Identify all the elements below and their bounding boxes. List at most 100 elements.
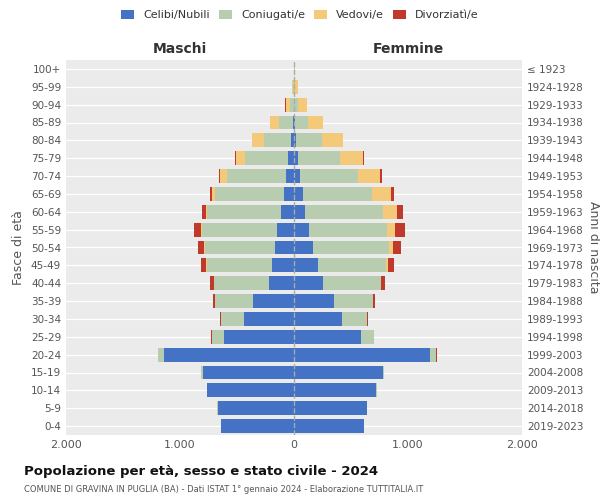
Bar [203,366,294,380]
Bar [289,151,294,165]
Bar [215,294,253,308]
Bar [244,312,294,326]
Bar [272,258,294,272]
Bar [342,312,367,326]
Y-axis label: Anni di nascita: Anni di nascita [587,201,600,294]
Bar [292,80,293,94]
Bar [224,330,294,344]
Bar [358,169,380,183]
Bar [430,348,436,362]
Bar [235,151,236,165]
Bar [202,366,203,380]
Bar [383,366,384,380]
Bar [313,240,389,254]
Bar [334,294,373,308]
Bar [294,134,296,147]
Bar [207,258,272,272]
Bar [291,134,294,147]
Bar [302,187,372,201]
Bar [294,294,334,308]
Bar [158,348,164,362]
Bar [363,151,364,165]
Bar [270,116,279,130]
Bar [294,401,367,415]
Bar [286,169,294,183]
Bar [295,98,298,112]
Bar [202,205,206,219]
Bar [214,276,269,290]
Bar [294,151,298,165]
Bar [212,330,224,344]
Bar [386,258,388,272]
Bar [253,294,294,308]
Bar [206,205,208,219]
Bar [245,151,289,165]
Bar [221,419,294,433]
Bar [388,258,394,272]
Bar [220,312,221,326]
Bar [373,294,375,308]
Bar [198,240,204,254]
Bar [208,205,281,219]
Bar [219,169,220,183]
Bar [294,366,383,380]
Bar [294,419,364,433]
Bar [227,169,286,183]
Bar [269,276,294,290]
Bar [194,222,201,236]
Bar [389,240,392,254]
Text: Popolazione per età, sesso e stato civile - 2024: Popolazione per età, sesso e stato civil… [24,465,378,478]
Bar [208,384,294,398]
Bar [293,116,294,130]
Bar [382,276,385,290]
Bar [392,240,401,254]
Bar [204,240,205,254]
Text: COMUNE DI GRAVINA IN PUGLIA (BA) - Dati ISTAT 1° gennaio 2024 - Elaborazione TUT: COMUNE DI GRAVINA IN PUGLIA (BA) - Dati … [24,485,423,494]
Bar [281,205,294,219]
Bar [380,169,382,183]
Bar [294,240,313,254]
Bar [397,205,403,219]
Bar [205,240,275,254]
Y-axis label: Fasce di età: Fasce di età [13,210,25,285]
Bar [391,187,394,201]
Bar [295,116,308,130]
Text: Maschi: Maschi [153,42,207,56]
Bar [296,134,322,147]
Bar [277,222,294,236]
Bar [214,294,215,308]
Bar [286,98,290,112]
Bar [201,222,202,236]
Bar [236,151,245,165]
Bar [211,276,214,290]
Bar [253,134,264,147]
Bar [395,222,404,236]
Bar [275,240,294,254]
Bar [294,276,323,290]
Bar [308,116,323,130]
Bar [294,258,318,272]
Bar [294,312,342,326]
Bar [264,134,291,147]
Bar [220,169,227,183]
Bar [300,169,358,183]
Bar [361,330,374,344]
Bar [294,169,300,183]
Bar [294,187,302,201]
Bar [309,222,388,236]
Bar [294,222,309,236]
Bar [322,134,343,147]
Bar [340,151,363,165]
Bar [323,276,380,290]
Legend: Celibi/Nubili, Coniugati/e, Vedovi/e, Divorziatì/e: Celibi/Nubili, Coniugati/e, Vedovi/e, Di… [117,6,483,25]
Bar [298,98,307,112]
Bar [221,312,244,326]
Text: Femmine: Femmine [373,42,443,56]
Bar [367,312,368,326]
Bar [294,348,430,362]
Bar [279,116,293,130]
Bar [294,330,361,344]
Bar [290,98,293,112]
Bar [218,401,294,415]
Bar [388,222,395,236]
